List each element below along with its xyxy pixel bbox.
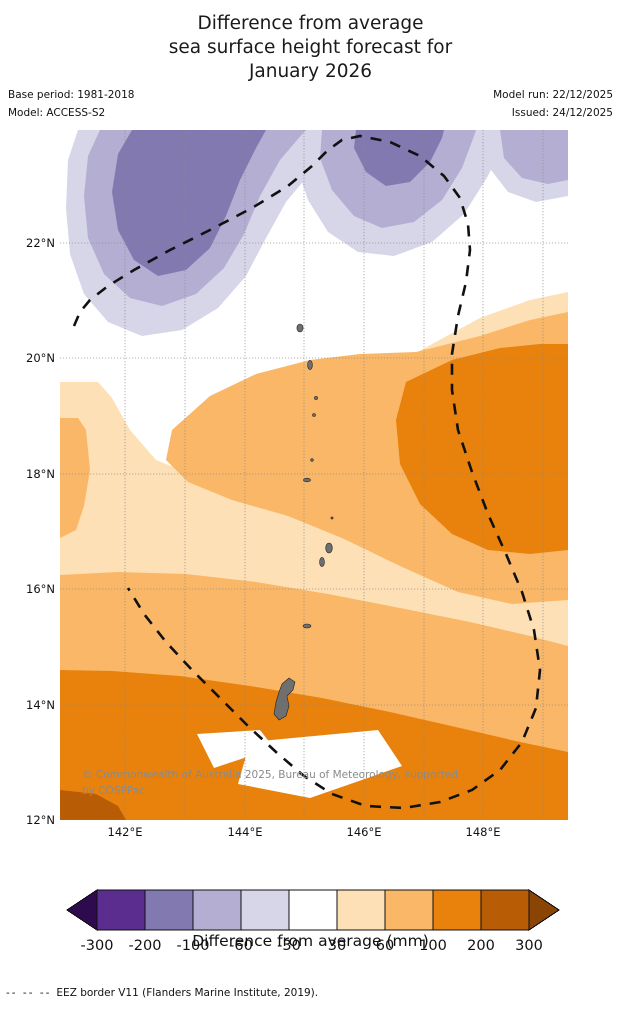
- map-gridlines: [60, 130, 568, 820]
- colorbar-tick-30: 30: [327, 938, 345, 954]
- contour-band-m60-m100-ne: [500, 130, 568, 184]
- island-marker-5: [310, 458, 314, 462]
- island-guam: [273, 677, 296, 721]
- island-marker-6: [303, 477, 311, 483]
- colorbar-title: Difference from average (mm): [192, 932, 429, 950]
- base-period-label: Base period: 1981-2018: [8, 89, 135, 101]
- island-marker-1: [296, 323, 304, 333]
- ytick-label-14N: 14°N: [26, 698, 55, 712]
- footer-text: EEZ border V11 (Flanders Marine Institut…: [56, 987, 319, 999]
- colorbar-swatches: [65, 889, 560, 931]
- footer-legend: -- -- -- EEZ border V11 (Flanders Marine…: [6, 987, 318, 999]
- colorbar-swatch-6: [336, 889, 385, 931]
- colorbar-tick-m30: -30: [277, 938, 301, 954]
- model-label: Model: ACCESS-S2: [8, 107, 106, 119]
- contour-band-100-200: [396, 344, 568, 554]
- colorbar: -300 -200 -100 -60 -30 30 60 100 200 300: [0, 862, 621, 962]
- sea-surface-height-anomaly-map: © Commonwealth of Australia 2025, Bureau…: [60, 130, 568, 820]
- metadata-left: Base period: 1981-2018 Model: ACCESS-S2: [8, 86, 134, 122]
- island-marker-4: [312, 413, 316, 417]
- map-plot-area: © Commonwealth of Australia 2025, Bureau…: [60, 130, 568, 820]
- colorbar-tick-100: 100: [419, 938, 447, 954]
- colorbar-tick-m100: -100: [176, 938, 209, 954]
- island-marker-7: [330, 516, 334, 520]
- contour-fill-layer: [60, 130, 568, 820]
- colorbar-tick-300: 300: [515, 938, 543, 954]
- island-marker-2: [307, 360, 313, 370]
- colorbar-svg: -300 -200 -100 -60 -30 30 60 100 200 300: [65, 889, 560, 954]
- island-coastlines: [273, 323, 334, 721]
- ytick-label-16N: 16°N: [26, 582, 55, 596]
- colorbar-swatch-2: [144, 889, 193, 931]
- colorbar-tick-m60: -60: [229, 938, 253, 954]
- ytick-label-12N: 12°N: [26, 813, 55, 827]
- xtick-label-142E: 142°E: [107, 825, 143, 839]
- watermark-line-2: by COSPPac: [82, 785, 145, 797]
- xtick-label-144E: 144°E: [227, 825, 263, 839]
- ytick-label-18N: 18°N: [26, 467, 55, 481]
- masked-polygon-main: [238, 730, 402, 798]
- colorbar-tick-200: 200: [467, 938, 495, 954]
- island-marker-3: [314, 396, 318, 400]
- island-saipan: [325, 542, 333, 554]
- masked-polygon-west: [197, 730, 274, 768]
- xtick-label-148E: 148°E: [465, 825, 501, 839]
- title-line-1: Difference from average: [197, 13, 424, 34]
- colorbar-swatch-5: [288, 889, 337, 931]
- ytick-label-20N: 20°N: [26, 351, 55, 365]
- colorbar-tick-m300: -300: [80, 938, 113, 954]
- colorbar-swatch-8: [432, 889, 481, 931]
- colorbar-swatch-10: [528, 889, 560, 931]
- contour-band-m100-m200-east: [354, 130, 444, 186]
- contour-band-200-300: [60, 790, 126, 820]
- colorbar-swatch-7: [384, 889, 433, 931]
- eez-dash-sample: -- -- --: [6, 987, 52, 999]
- eez-border-line: [72, 134, 542, 810]
- contour-band-60-100: [60, 418, 90, 538]
- colorbar-swatch-3: [192, 889, 241, 931]
- issued-label: Issued: 24/12/2025: [511, 107, 613, 119]
- island-rota: [302, 623, 312, 629]
- colorbar-swatch-4: [240, 889, 289, 931]
- colorbar-tick-labels: -300 -200 -100 -60 -30 30 60 100 200 300: [80, 938, 542, 954]
- colorbar-swatch-1: [96, 889, 145, 931]
- colorbar-tick-m200: -200: [128, 938, 161, 954]
- ytick-label-22N: 22°N: [26, 236, 55, 250]
- watermark-line-1: © Commonwealth of Australia 2025, Bureau…: [82, 769, 458, 781]
- model-run-label: Model run: 22/12/2025: [493, 89, 613, 101]
- metadata-right: Model run: 22/12/2025 Issued: 24/12/2025: [493, 86, 613, 122]
- masked-region-layer: [197, 730, 402, 798]
- title-line-3: January 2026: [248, 61, 373, 82]
- colorbar-swatch-9: [480, 889, 529, 931]
- colorbar-swatch-0: [65, 889, 97, 931]
- xtick-label-146E: 146°E: [346, 825, 382, 839]
- page-title: Difference from average sea surface heig…: [0, 12, 621, 84]
- title-line-2: sea surface height forecast for: [168, 37, 453, 58]
- contour-band-m200-m300: [144, 134, 238, 254]
- island-tinian: [319, 557, 325, 567]
- colorbar-tick-60: 60: [375, 938, 393, 954]
